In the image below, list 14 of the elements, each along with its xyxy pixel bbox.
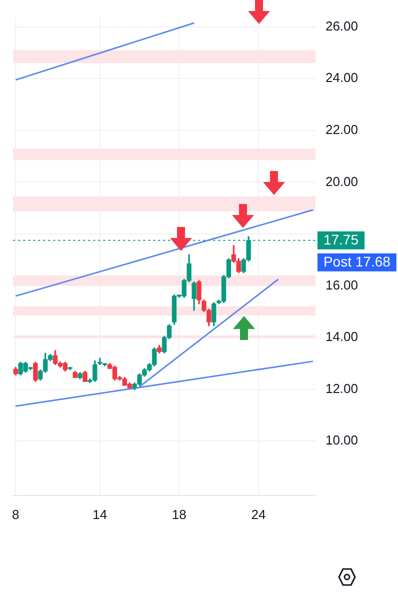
y-tick-label: 26.00 bbox=[325, 18, 358, 34]
x-tick-label: 18 bbox=[172, 506, 186, 522]
y-tick-label: 24.00 bbox=[325, 70, 358, 86]
x-tick-label: 24 bbox=[251, 506, 266, 522]
y-tick-label: 20.00 bbox=[325, 174, 358, 189]
y-tick-label: 12.00 bbox=[325, 380, 358, 396]
ref-line-label: 17.75 bbox=[323, 231, 359, 248]
x-tick-label: 8 bbox=[12, 506, 20, 522]
x-tick-label: 14 bbox=[92, 506, 108, 522]
y-tick-label: 16.00 bbox=[325, 277, 358, 292]
y-tick-label: 22.00 bbox=[325, 122, 358, 137]
y-tick-label: 14.00 bbox=[325, 329, 358, 344]
text: Post 17.68 bbox=[323, 253, 391, 270]
y-tick-label: 10.00 bbox=[325, 432, 358, 448]
